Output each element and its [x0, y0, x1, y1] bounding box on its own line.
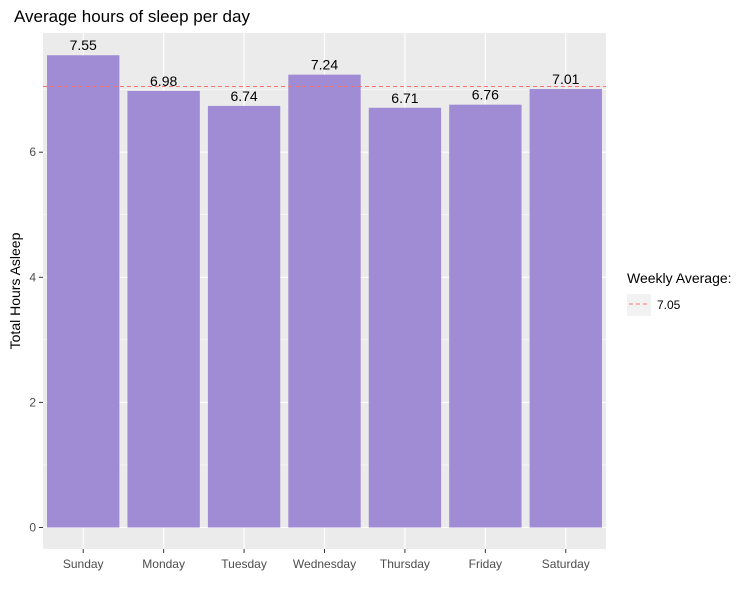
bar-value-label: 6.71 [391, 90, 418, 106]
bar-wednesday [288, 74, 361, 528]
bar-tuesday [207, 105, 281, 528]
bar-friday [449, 104, 522, 528]
bar-thursday [368, 107, 442, 528]
x-tick-label: Monday [142, 557, 185, 571]
y-tick-label: 6 [29, 145, 36, 159]
x-tick-label: Sunday [63, 557, 104, 571]
y-tick-label: 0 [29, 521, 36, 535]
bar-value-label: 7.55 [70, 37, 97, 53]
bar-value-label: 7.01 [552, 71, 579, 87]
x-tick-label: Friday [469, 557, 502, 571]
bar-value-label: 6.76 [472, 87, 499, 103]
legend-title: Weekly Average: [627, 270, 732, 286]
legend-key-background [627, 294, 651, 316]
bar-saturday [529, 89, 602, 528]
x-tick-label: Thursday [380, 557, 430, 571]
bar-value-label: 6.74 [230, 88, 257, 104]
legend-entry-label: 7.05 [657, 298, 681, 312]
legend: Weekly Average: 7.05 [627, 270, 732, 316]
chart-title: Average hours of sleep per day [14, 7, 250, 26]
y-tick-label: 4 [29, 270, 36, 284]
x-tick-label: Saturday [542, 557, 590, 571]
bar-value-label: 7.24 [311, 57, 338, 73]
y-tick-label: 2 [29, 395, 36, 409]
x-tick-label: Wednesday [293, 557, 356, 571]
y-axis-title: Total Hours Asleep [7, 232, 23, 349]
bar-monday [127, 90, 200, 528]
bar-sunday [47, 55, 120, 528]
x-tick-label: Tuesday [221, 557, 267, 571]
bar-value-label: 6.98 [150, 73, 177, 89]
